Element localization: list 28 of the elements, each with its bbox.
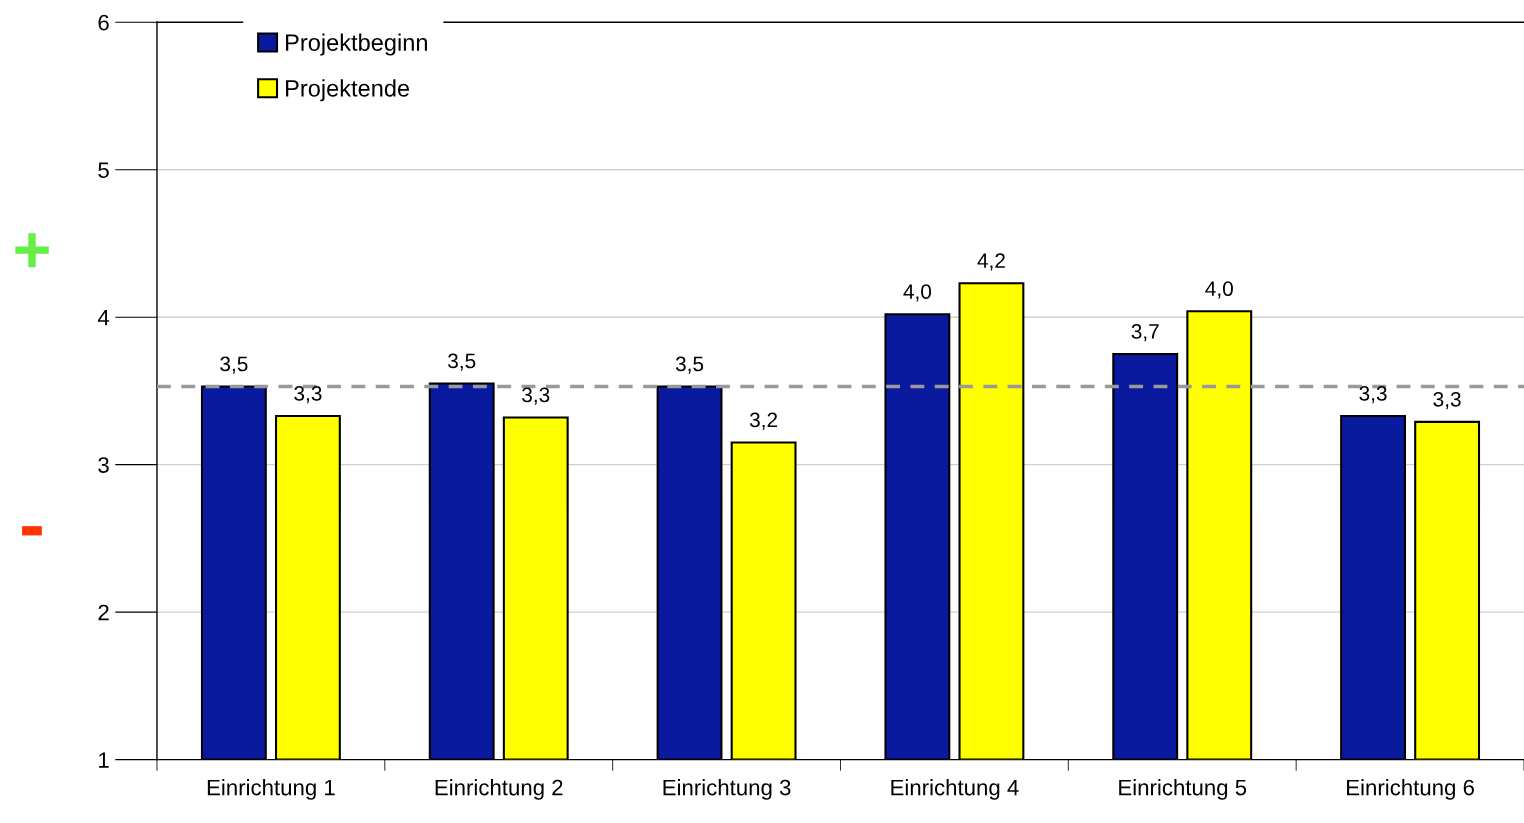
x-tick-label: Einrichtung 5 bbox=[1119, 779, 1247, 800]
legend-label: Projektende bbox=[286, 79, 410, 102]
data-label: 3,3 bbox=[1433, 391, 1461, 410]
data-label: 3,7 bbox=[1131, 324, 1159, 342]
x-tick-label: Einrichtung 1 bbox=[207, 779, 335, 800]
y-tick-label: 4 bbox=[97, 309, 110, 326]
y-tick-label: 5 bbox=[98, 162, 109, 178]
y-tick-label: 6 bbox=[98, 14, 109, 31]
data-label: 3,5 bbox=[448, 353, 476, 371]
x-tick-label: Einrichtung 3 bbox=[663, 779, 791, 800]
y-tick-label: 1 bbox=[99, 752, 109, 768]
x-tick-label: Einrichtung 4 bbox=[891, 779, 1019, 800]
data-label: 4,0 bbox=[1205, 281, 1233, 299]
data-label: 3,5 bbox=[675, 356, 704, 374]
y-tick-label: 2 bbox=[98, 604, 109, 621]
data-label: 3,5 bbox=[220, 356, 248, 374]
data-label: 4,0 bbox=[903, 284, 932, 302]
data-label: 3,3 bbox=[522, 387, 550, 405]
data-label: 3,3 bbox=[294, 386, 322, 404]
x-tick-label: Einrichtung 2 bbox=[435, 779, 563, 800]
text: - bbox=[22, 526, 42, 536]
legend-label: Projektbeginn bbox=[286, 33, 427, 56]
data-label: 3,3 bbox=[1359, 386, 1387, 404]
x-tick-label: Einrichtung 6 bbox=[1347, 779, 1474, 800]
y-tick-label: 3 bbox=[98, 457, 109, 473]
data-label: 3,2 bbox=[749, 412, 778, 430]
data-label: 4,2 bbox=[977, 253, 1005, 271]
text: + bbox=[15, 233, 49, 268]
